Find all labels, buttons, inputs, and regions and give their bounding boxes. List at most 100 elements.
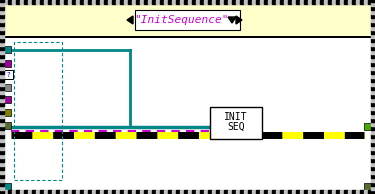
Bar <box>0 106 4 110</box>
Bar <box>296 190 300 194</box>
Bar <box>160 0 164 4</box>
Bar <box>128 0 132 4</box>
Bar <box>371 102 375 106</box>
Bar <box>80 0 84 4</box>
Bar <box>48 0 52 4</box>
Bar <box>304 0 308 4</box>
Bar <box>0 138 4 142</box>
Bar <box>371 182 375 186</box>
Bar <box>0 26 4 30</box>
Bar <box>36 190 40 194</box>
Bar <box>116 190 120 194</box>
Bar <box>12 190 16 194</box>
Bar <box>0 122 4 126</box>
Bar <box>268 190 272 194</box>
Bar <box>120 0 124 4</box>
Bar <box>264 190 268 194</box>
Bar <box>371 162 375 166</box>
Bar <box>4 46 11 53</box>
Bar <box>120 190 124 194</box>
Bar <box>0 22 4 26</box>
Bar <box>371 46 375 50</box>
Bar <box>332 190 336 194</box>
Bar <box>260 190 264 194</box>
Bar <box>0 178 4 182</box>
Bar <box>132 0 136 4</box>
Bar <box>200 190 204 194</box>
Bar <box>44 0 48 4</box>
Bar <box>135 10 240 30</box>
Bar <box>4 96 11 103</box>
Bar <box>0 58 4 62</box>
Bar <box>188 0 192 4</box>
Bar <box>244 0 248 4</box>
Bar <box>84 190 88 194</box>
Bar <box>328 190 332 194</box>
Bar <box>228 0 232 4</box>
Bar <box>4 109 11 116</box>
Bar <box>371 142 375 146</box>
Bar <box>371 138 375 142</box>
Bar <box>324 190 328 194</box>
Bar <box>140 190 144 194</box>
Bar <box>0 66 4 70</box>
Bar <box>371 18 375 22</box>
Bar <box>280 0 284 4</box>
Bar <box>320 0 324 4</box>
Bar <box>371 2 375 6</box>
Polygon shape <box>228 17 236 23</box>
Bar <box>371 130 375 134</box>
Bar <box>371 110 375 114</box>
Bar <box>208 190 212 194</box>
Bar <box>340 190 344 194</box>
Bar <box>272 0 276 4</box>
Bar <box>32 0 36 4</box>
Bar <box>0 130 4 134</box>
Bar <box>14 42 62 180</box>
Bar <box>16 0 20 4</box>
Bar <box>112 190 116 194</box>
Bar <box>364 123 371 130</box>
Bar <box>136 0 140 4</box>
Bar <box>0 154 4 158</box>
Bar <box>371 62 375 66</box>
Bar <box>92 0 96 4</box>
Bar <box>40 190 44 194</box>
Bar <box>371 38 375 42</box>
Bar <box>100 0 104 4</box>
Bar <box>108 190 112 194</box>
Bar <box>72 0 76 4</box>
Bar <box>371 98 375 102</box>
Bar <box>292 0 296 4</box>
Bar <box>0 110 4 114</box>
Bar <box>312 190 316 194</box>
Bar <box>216 190 220 194</box>
Bar <box>168 0 172 4</box>
Bar <box>288 190 292 194</box>
Bar <box>176 0 180 4</box>
Bar <box>371 50 375 54</box>
Bar <box>0 78 4 82</box>
Bar <box>371 174 375 178</box>
Bar <box>252 190 256 194</box>
Bar <box>240 190 244 194</box>
Bar <box>200 0 204 4</box>
Bar <box>256 0 260 4</box>
Bar <box>152 190 156 194</box>
Bar <box>4 190 8 194</box>
Bar <box>0 142 4 146</box>
Bar <box>36 0 40 4</box>
Bar <box>204 190 208 194</box>
Bar <box>172 190 176 194</box>
Bar <box>260 0 264 4</box>
Bar <box>192 0 196 4</box>
Bar <box>176 190 180 194</box>
Bar <box>196 190 200 194</box>
Bar <box>371 134 375 138</box>
Bar <box>96 190 100 194</box>
Bar <box>8 190 12 194</box>
Bar <box>210 107 262 139</box>
Bar <box>316 190 320 194</box>
Bar <box>371 178 375 182</box>
Bar <box>24 190 28 194</box>
